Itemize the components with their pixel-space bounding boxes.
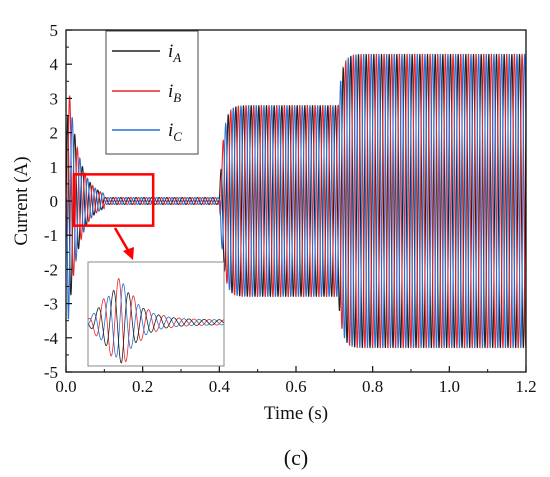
inset-waveforms — [88, 277, 224, 364]
zoom-inset — [87, 261, 225, 367]
x-tick-label: 0.2 — [132, 377, 153, 396]
inset-background — [88, 262, 224, 366]
x-tick-label: 0.8 — [362, 377, 383, 396]
x-tick-label: 1.2 — [515, 377, 536, 396]
y-tick-label: 2 — [50, 124, 59, 143]
legend-box — [105, 30, 199, 155]
waveform-ib-inset — [88, 277, 224, 363]
y-axis-title: Current (A) — [11, 156, 32, 245]
x-axis-title: Time (s) — [264, 403, 328, 424]
x-tick-label: 1.0 — [439, 377, 460, 396]
x-axis-ticks: 0.0 0.2 0.4 0.6 0.8 1.0 1.2 — [55, 366, 537, 396]
y-tick-label: -2 — [44, 260, 58, 279]
y-tick-label: 0 — [50, 192, 59, 211]
y-tick-label: 4 — [50, 55, 59, 74]
legend-label-ia: iA — [168, 41, 181, 65]
panel-label: (c) — [284, 445, 308, 470]
waveform-ic — [66, 53, 526, 349]
waveform-traces — [66, 53, 526, 349]
y-tick-label: -4 — [44, 329, 59, 348]
zoom-highlight-box — [72, 173, 155, 227]
y-tick-label: 3 — [50, 89, 59, 108]
inset-frame — [87, 261, 225, 367]
x-tick-label: 0.6 — [285, 377, 306, 396]
zoom-arrow — [113, 227, 134, 260]
y-tick-label: -1 — [44, 226, 58, 245]
y-axis-ticks: 5 4 3 2 1 0 -1 -2 -3 -4 -5 — [44, 21, 72, 382]
waveform-ia-inset — [88, 290, 224, 364]
waveform-ic-inset — [88, 283, 224, 358]
legend: iA iB iC — [105, 30, 199, 155]
y-tick-label: 5 — [50, 21, 59, 40]
legend-label-ic: iC — [168, 120, 182, 144]
y-tick-label: -3 — [44, 295, 58, 314]
waveform-ib — [66, 53, 526, 349]
y-tick-label: 1 — [50, 158, 59, 177]
x-tick-label: 0.4 — [209, 377, 231, 396]
legend-label-ib: iB — [168, 81, 181, 105]
y-tick-label: -5 — [44, 363, 58, 382]
x-tick-label: 0.0 — [55, 377, 76, 396]
